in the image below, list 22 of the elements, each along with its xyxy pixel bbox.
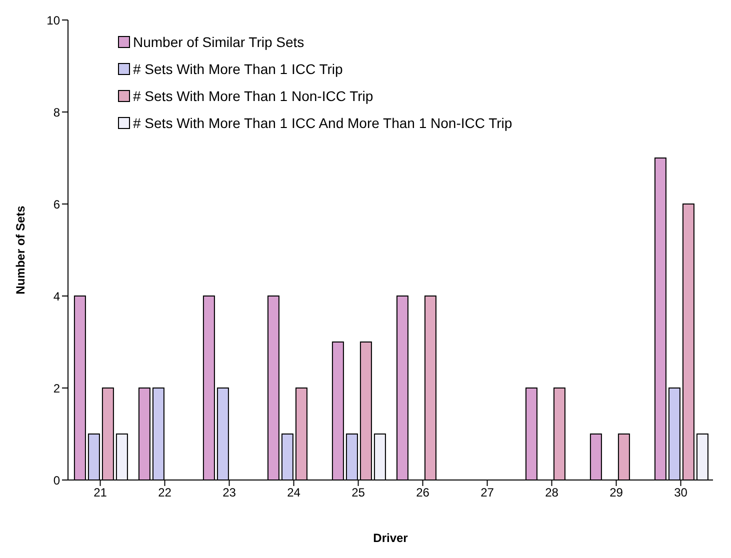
y-tick-label: 2 (53, 381, 60, 396)
legend-label: # Sets With More Than 1 Non-ICC Trip (133, 88, 374, 104)
x-tick-label: 29 (610, 486, 624, 500)
x-tick-label: 22 (158, 486, 172, 500)
legend-label: # Sets With More Than 1 ICC Trip (133, 60, 343, 76)
x-tick-label: 26 (416, 486, 430, 500)
legend-label: Number of Similar Trip Sets (133, 34, 304, 50)
x-tick-label: 23 (222, 486, 236, 500)
x-tick-label: 24 (287, 486, 301, 500)
y-tick-label: 10 (46, 13, 60, 28)
x-tick-label: 21 (94, 486, 108, 500)
legend-label: # Sets With More Than 1 ICC And More Than 1 Non-ICC Trip (133, 114, 512, 130)
y-axis-title: Number of Sets (13, 205, 28, 294)
x-tick-label: 30 (674, 486, 688, 500)
x-tick-label: 25 (352, 486, 366, 500)
x-tick-label: 27 (480, 486, 494, 500)
x-tick-label: 28 (545, 486, 559, 500)
y-tick-label: 0 (53, 473, 60, 488)
x-axis-title: Driver (373, 531, 408, 545)
y-tick-label: 8 (53, 105, 60, 120)
y-tick-label: 6 (53, 197, 60, 212)
y-tick-label: 4 (53, 289, 60, 304)
